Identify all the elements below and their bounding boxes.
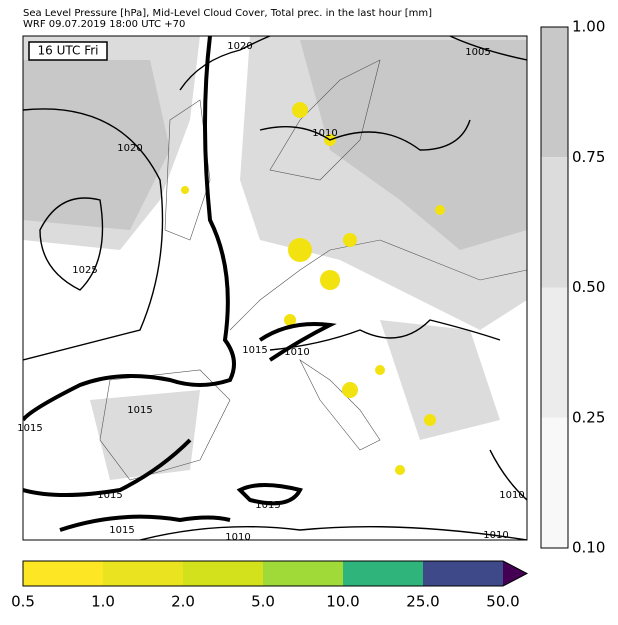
isobar-label: 1020 [227, 41, 252, 52]
precip-tick-label: 0.5 [11, 593, 35, 611]
cloud-tick-label: 0.25 [572, 408, 605, 426]
map: 1020 1005 1010 1020 1025 1015 1010 1015 1015 1015… [17, 35, 528, 543]
cloud-tick-label: 0.50 [572, 278, 605, 296]
precip-bin [183, 561, 263, 586]
precip-tick-label: 2.0 [171, 593, 195, 611]
precip-bin [103, 561, 183, 586]
precip-colorbar: 0.5 1.0 2.0 5.0 10.0 25.0 50.0 [11, 560, 529, 611]
isobar-label: 1015 [255, 500, 280, 511]
cloud-bin [541, 157, 568, 288]
isobar-label: 1015 [127, 405, 152, 416]
cloud-tick-label: 0.75 [572, 148, 605, 166]
precip-tick-label: 10.0 [326, 593, 359, 611]
precip-tick-label: 50.0 [486, 593, 519, 611]
cloud-colorbar: 1.00 0.75 0.50 0.25 0.10 [540, 18, 605, 557]
precip-bin [23, 561, 103, 586]
isobar-label: 1020 [117, 143, 142, 154]
precip-tick-label: 25.0 [406, 593, 439, 611]
isobar-label: 1005 [465, 47, 490, 58]
isobar-label: 1015 [17, 423, 42, 434]
isobar-label: 1015 [97, 490, 122, 501]
isobar-label: 1010 [312, 128, 337, 139]
precip-frame [22, 560, 529, 587]
precip-tick-label: 5.0 [251, 593, 275, 611]
title-line2: WRF 09.07.2019 18:00 UTC +70 [23, 19, 185, 30]
precip-bin [423, 561, 503, 586]
time-box [28, 41, 108, 61]
precip-tick-label: 1.0 [91, 593, 115, 611]
cloud-bin [541, 287, 568, 418]
isobar-label: 1010 [225, 532, 250, 543]
cloud-bin [541, 27, 568, 158]
precip-extend [503, 561, 527, 586]
cloud-tick-label: 1.00 [572, 18, 605, 36]
isobar-label: 1015 [109, 525, 134, 536]
precip-bin [263, 561, 343, 586]
precip-bin [343, 561, 423, 586]
isobar-label: 1015 [242, 345, 267, 356]
isobar-label: 1010 [284, 347, 309, 358]
isobar-label: 1025 [72, 265, 97, 276]
isobar-label: 1010 [483, 530, 508, 541]
cloud-bin [541, 417, 568, 548]
cloud-frame [540, 26, 569, 549]
cloud-tick-label: 0.10 [572, 539, 605, 557]
isobar-label: 1010 [499, 490, 524, 501]
time-label: 16 UTC Fri [38, 44, 99, 58]
title-line1: Sea Level Pressure [hPa], Mid-Level Clou… [23, 8, 432, 19]
